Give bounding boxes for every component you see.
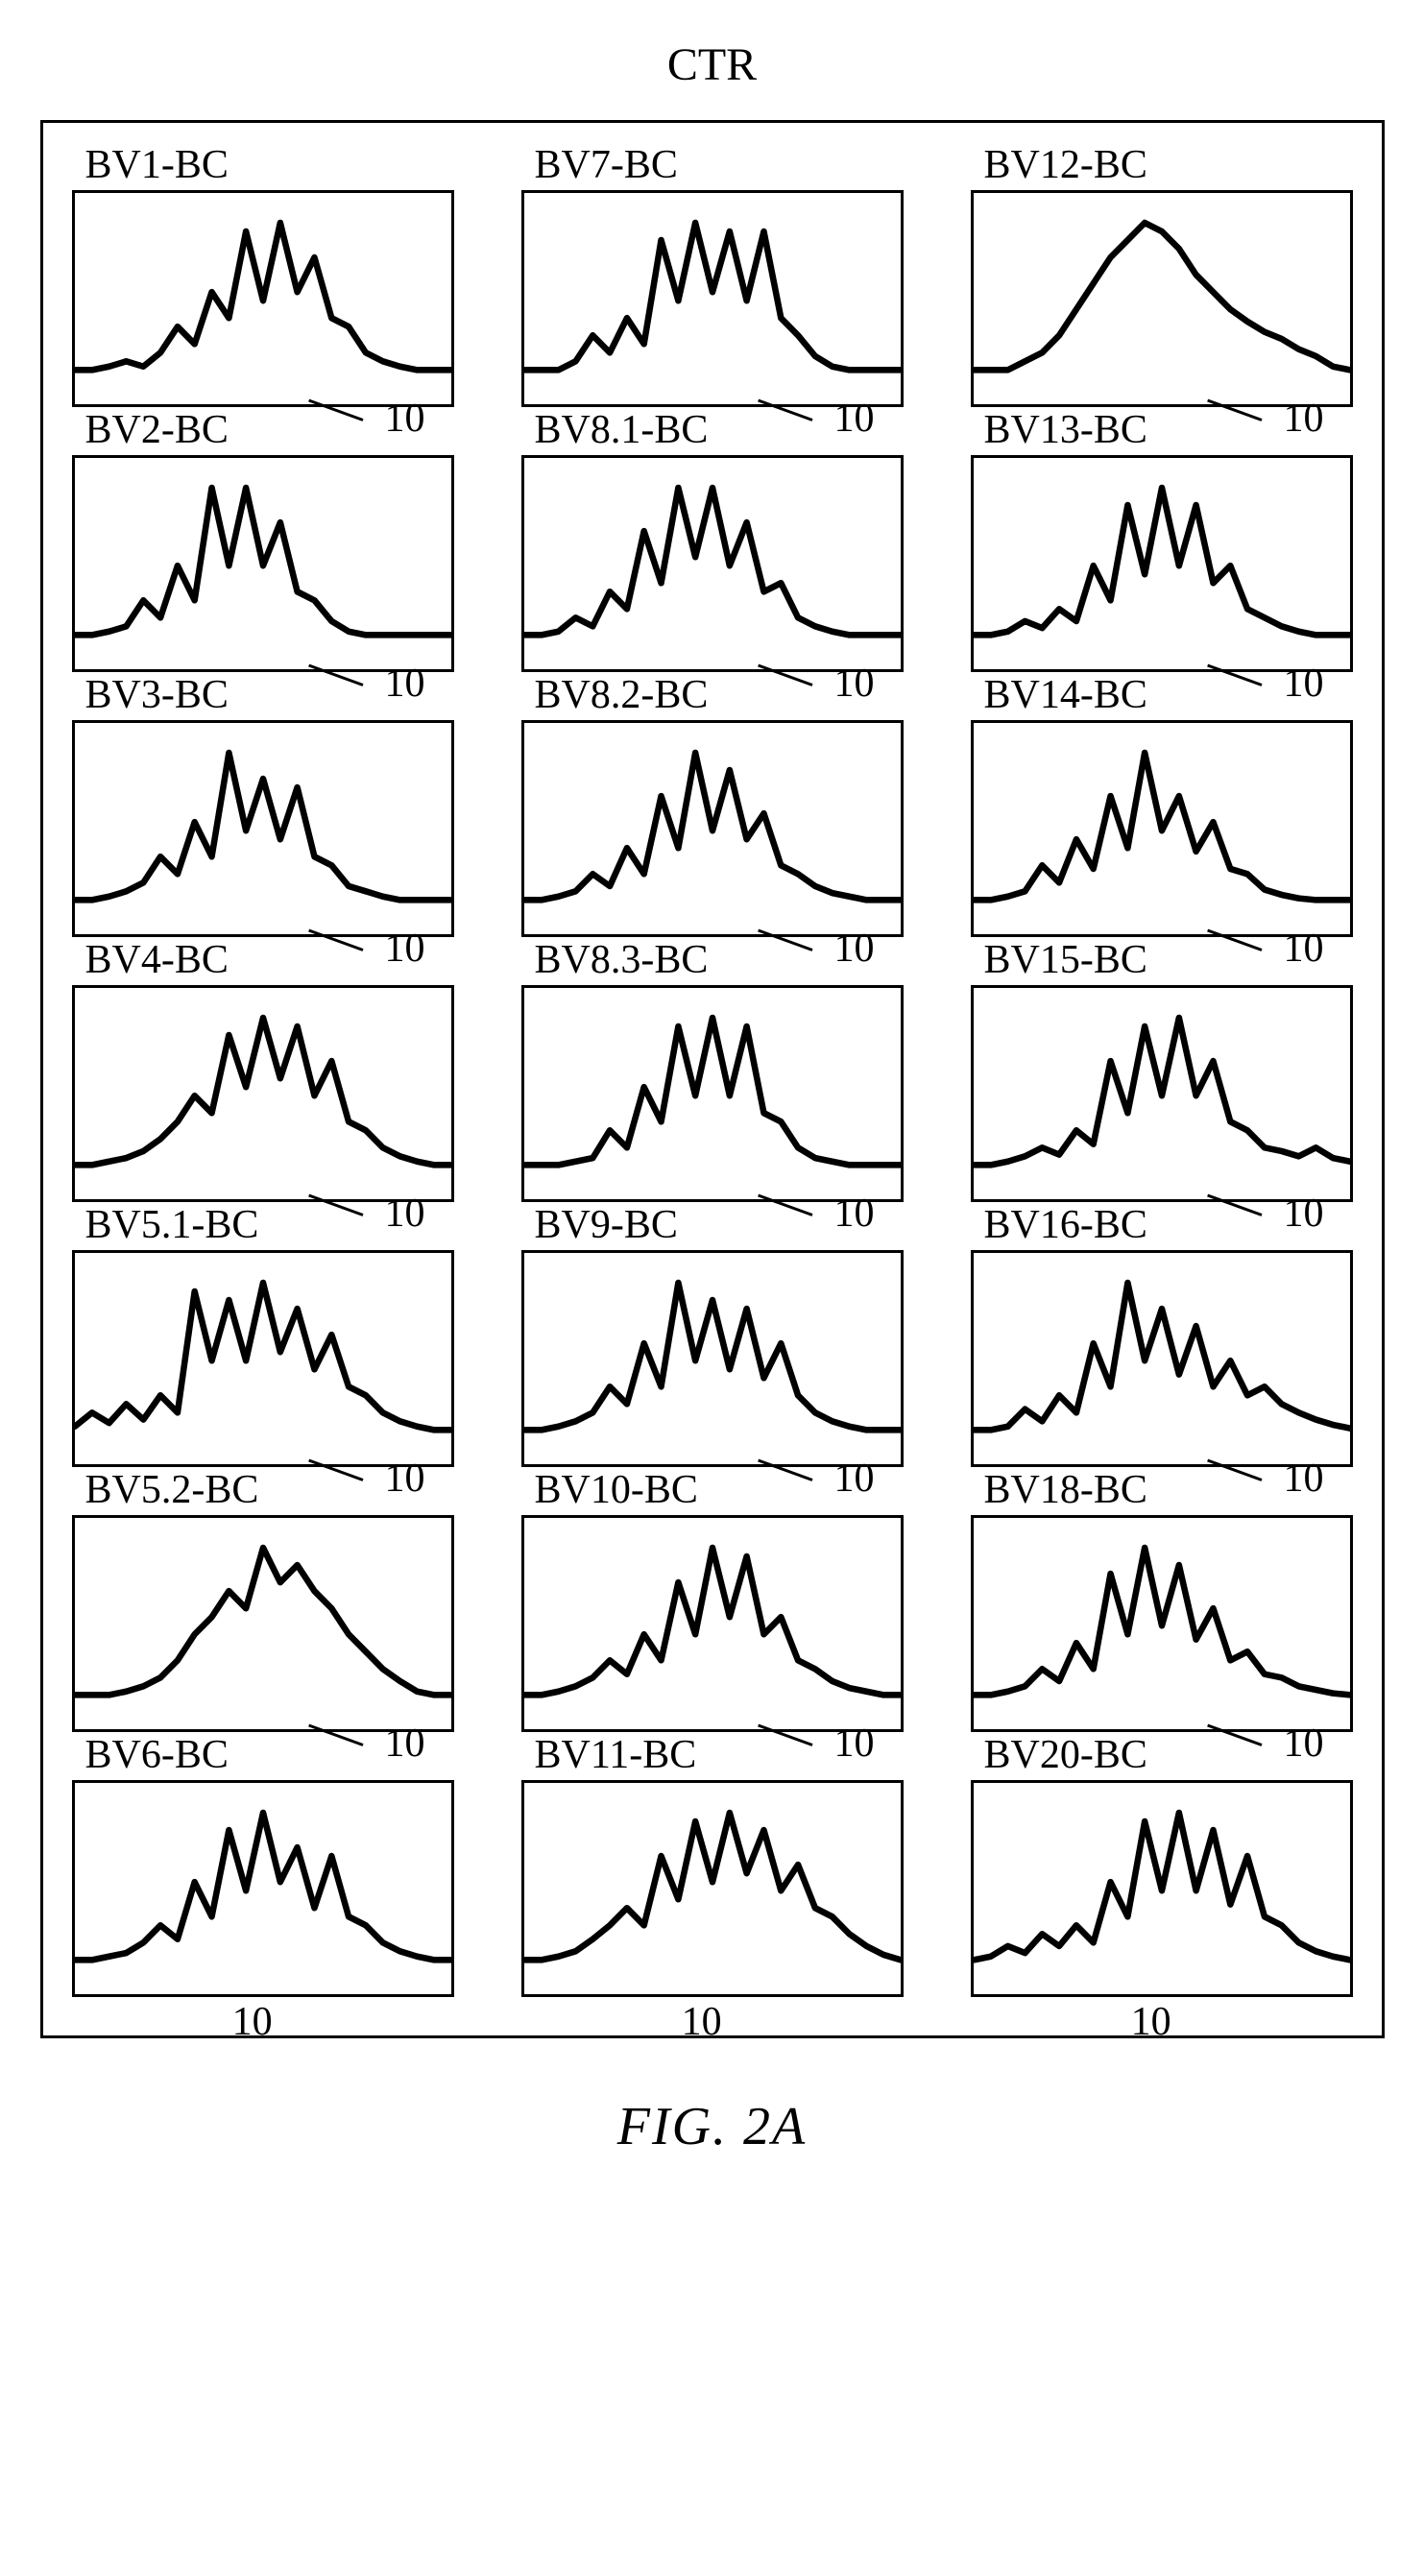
reference-number: 10 <box>385 1456 425 1502</box>
reference-number: 10 <box>1284 1191 1324 1237</box>
reference-number: 10 <box>834 1456 875 1502</box>
panel-cell: BV8.3-BC10 <box>521 937 904 1202</box>
reference-number: 10 <box>834 661 875 707</box>
panel-cell: BV5.2-BC10 <box>72 1467 454 1732</box>
panel-grid: BV1-BC10BV7-BC10BV12-BC10BV2-BC10BV8.1-B… <box>53 142 1372 1997</box>
outer-frame: BV1-BC10BV7-BC10BV12-BC10BV2-BC10BV8.1-B… <box>40 120 1385 2038</box>
panel-cell: BV14-BC10 <box>971 672 1353 937</box>
panel-cell: BV11-BC10 <box>521 1732 904 1997</box>
spectrum-panel <box>971 1515 1353 1732</box>
reference-number: 10 <box>1284 1456 1324 1502</box>
panel-cell: BV12-BC10 <box>971 142 1353 407</box>
panel-cell: BV8.1-BC10 <box>521 407 904 672</box>
reference-number: 10 <box>385 926 425 972</box>
panel-cell: BV6-BC10 <box>72 1732 454 1997</box>
spectrum-panel <box>521 1780 904 1997</box>
panel-cell: BV3-BC10 <box>72 672 454 937</box>
panel-cell: BV18-BC10 <box>971 1467 1353 1732</box>
reference-number: 10 <box>1131 1999 1171 2045</box>
panel-cell: BV5.1-BC10 <box>72 1202 454 1467</box>
reference-number: 10 <box>385 1191 425 1237</box>
spectrum-panel <box>72 1780 454 1997</box>
panel-cell: BV9-BC10 <box>521 1202 904 1467</box>
panel-cell: BV4-BC10 <box>72 937 454 1202</box>
panel-cell: BV16-BC10 <box>971 1202 1353 1467</box>
panel-label: BV7-BC <box>521 142 904 188</box>
spectrum-panel <box>971 1250 1353 1467</box>
reference-number: 10 <box>385 396 425 442</box>
panel-cell: BV8.2-BC10 <box>521 672 904 937</box>
reference-number: 10 <box>834 1191 875 1237</box>
reference-number: 10 <box>232 1999 273 2045</box>
reference-number: 10 <box>682 1999 722 2045</box>
panel-cell: BV10-BC10 <box>521 1467 904 1732</box>
reference-number: 10 <box>834 1721 875 1767</box>
reference-number: 10 <box>1284 1721 1324 1767</box>
figure-caption: FIG. 2A <box>40 2096 1385 2157</box>
panel-cell: BV15-BC10 <box>971 937 1353 1202</box>
spectrum-panel <box>521 1250 904 1467</box>
panel-cell: BV13-BC10 <box>971 407 1353 672</box>
spectrum-panel <box>971 985 1353 1202</box>
panel-label: BV12-BC <box>971 142 1353 188</box>
reference-number: 10 <box>834 926 875 972</box>
spectrum-panel <box>521 1515 904 1732</box>
figure-title: CTR <box>40 38 1385 91</box>
spectrum-panel <box>521 455 904 672</box>
spectrum-panel <box>72 1515 454 1732</box>
panel-label: BV1-BC <box>72 142 454 188</box>
reference-number: 10 <box>385 661 425 707</box>
spectrum-panel <box>72 455 454 672</box>
panel-cell: BV2-BC10 <box>72 407 454 672</box>
reference-number: 10 <box>1284 661 1324 707</box>
spectrum-panel <box>72 1250 454 1467</box>
panel-cell: BV7-BC10 <box>521 142 904 407</box>
spectrum-panel <box>971 1780 1353 1997</box>
spectrum-panel <box>521 985 904 1202</box>
spectrum-panel <box>72 985 454 1202</box>
panel-cell: BV20-BC10 <box>971 1732 1353 1997</box>
spectrum-panel <box>971 190 1353 407</box>
reference-number: 10 <box>1284 926 1324 972</box>
reference-number: 10 <box>834 396 875 442</box>
spectrum-panel <box>521 190 904 407</box>
spectrum-panel <box>521 720 904 937</box>
reference-number: 10 <box>385 1721 425 1767</box>
reference-number: 10 <box>1284 396 1324 442</box>
figure-2a-page: CTR BV1-BC10BV7-BC10BV12-BC10BV2-BC10BV8… <box>40 38 1385 2157</box>
spectrum-panel <box>971 455 1353 672</box>
spectrum-panel <box>72 190 454 407</box>
spectrum-panel <box>971 720 1353 937</box>
spectrum-panel <box>72 720 454 937</box>
panel-cell: BV1-BC10 <box>72 142 454 407</box>
